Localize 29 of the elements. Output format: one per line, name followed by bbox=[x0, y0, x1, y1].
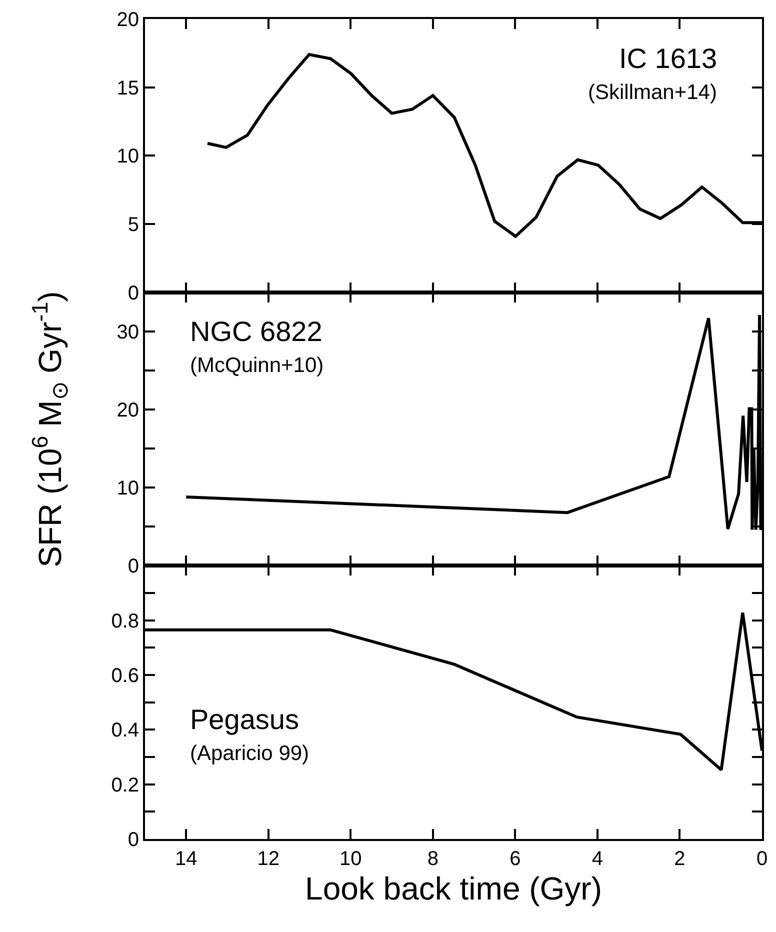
y-tick-label: 20 bbox=[116, 399, 139, 422]
y-tick-label: 0.6 bbox=[111, 664, 139, 687]
x-tick-label: 14 bbox=[175, 848, 198, 870]
y-tick-label: 0.2 bbox=[111, 774, 139, 796]
annotation: (McQuinn+10) bbox=[190, 354, 324, 377]
x-tick-label: 0 bbox=[756, 848, 768, 870]
y-tick-label: 10 bbox=[116, 146, 139, 168]
x-tick-label: 4 bbox=[592, 848, 604, 870]
annotation: NGC 6822 bbox=[190, 316, 322, 347]
x-tick-label: 12 bbox=[257, 848, 280, 870]
x-tick-label: 10 bbox=[340, 848, 362, 870]
x-tick-label: 2 bbox=[674, 848, 686, 870]
y-tick-label: 5 bbox=[128, 214, 139, 236]
annotation: Pegasus bbox=[190, 704, 299, 735]
y-tick-label: 20 bbox=[116, 9, 139, 31]
y-tick-label: 30 bbox=[116, 321, 139, 344]
annotation: IC 1613 bbox=[619, 43, 718, 74]
annotation: (Skillman+14) bbox=[588, 81, 717, 104]
y-tick-label: 15 bbox=[116, 77, 139, 100]
y-tick-label: 0 bbox=[128, 556, 139, 578]
x-axis-title: Look back time (Gyr) bbox=[305, 870, 602, 906]
x-tick-label: 6 bbox=[510, 848, 521, 870]
y-tick-label: 0 bbox=[128, 828, 139, 851]
x-tick-label: 8 bbox=[427, 848, 438, 870]
y-tick-label: 0.8 bbox=[111, 610, 139, 632]
y-tick-label: 0 bbox=[128, 282, 139, 304]
y-tick-label: 0.4 bbox=[111, 720, 139, 742]
y-tick-label: 10 bbox=[116, 478, 139, 500]
annotation: (Aparicio 99) bbox=[190, 742, 310, 765]
